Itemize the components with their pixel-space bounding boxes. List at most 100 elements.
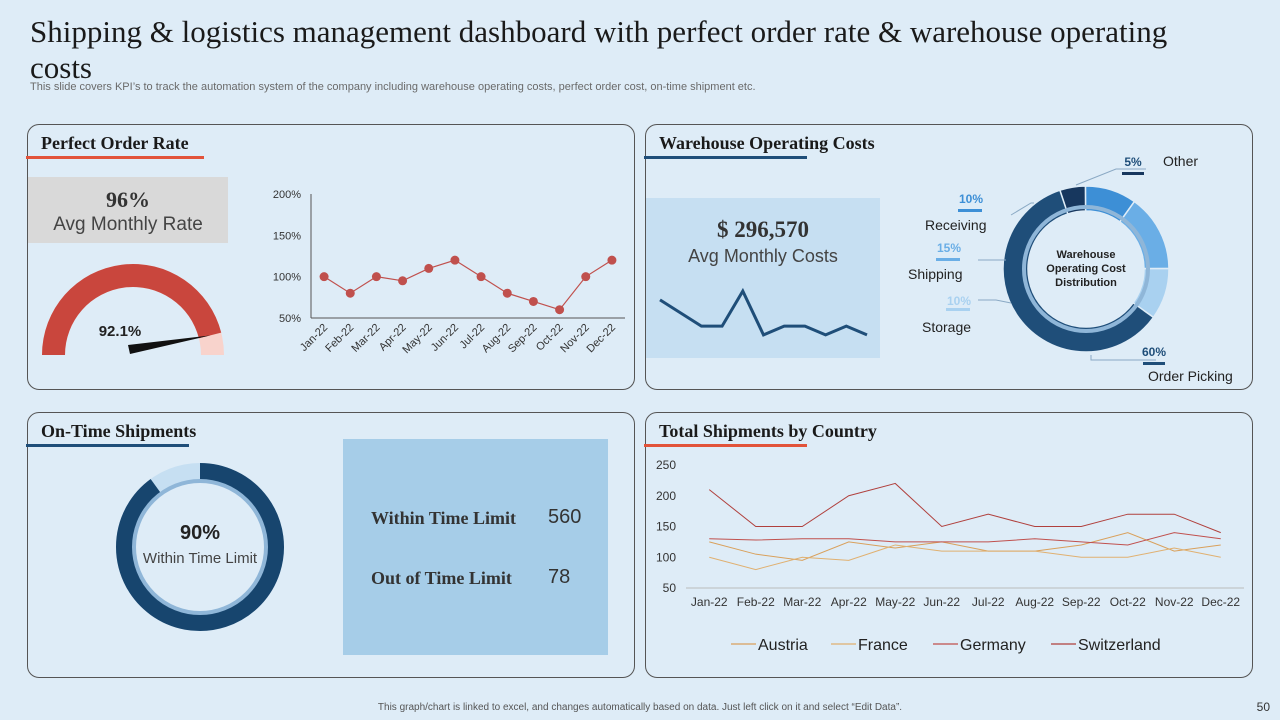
country-title: Total Shipments by Country xyxy=(659,421,877,441)
avg-rate-value: 96% xyxy=(106,187,150,212)
gauge-value: 92.1% xyxy=(99,323,142,340)
x-tick-label: Nov-22 xyxy=(1155,595,1194,609)
y-tick-label: 150 xyxy=(656,520,676,534)
avg-rate-box: 96% Avg Monthly Rate xyxy=(28,177,228,243)
legend-label-germany: Germany xyxy=(960,637,1026,654)
data-point xyxy=(371,272,381,282)
perfect-order-title: Perfect Order Rate xyxy=(41,133,189,153)
donut-slice-shipping xyxy=(1118,200,1170,270)
data-point xyxy=(607,255,617,265)
perfect-order-gauge: 92.1% xyxy=(42,264,224,355)
data-point xyxy=(345,288,355,298)
legend-mark-shipping xyxy=(936,258,960,261)
x-tick-label: Sep-22 xyxy=(1062,595,1101,609)
ontime-inner-ring xyxy=(132,479,268,615)
ontime-stats-box: Within Time Limit 560 Out of Time Limit … xyxy=(343,439,608,655)
title-underline xyxy=(644,156,807,159)
out-of-limit-label: Out of Time Limit xyxy=(371,568,512,588)
legend-label-austria: Austria xyxy=(758,637,808,654)
warehouse-donut-chart: Warehouse Operating Cost Distribution 5%… xyxy=(908,153,1233,384)
data-point xyxy=(502,288,512,298)
data-point xyxy=(450,255,460,265)
picking-label: Order Picking xyxy=(1148,368,1233,384)
avg-costs-label: Avg Monthly Costs xyxy=(688,246,838,266)
x-tick-label: Sep-22 xyxy=(506,322,540,356)
y-tick-label: 200 xyxy=(656,489,676,503)
y-tick-label: 150% xyxy=(273,230,301,242)
data-point xyxy=(528,296,538,306)
ontime-kpi-label: Within Time Limit xyxy=(143,550,258,567)
y-tick-label: 50 xyxy=(663,581,677,595)
title-underline xyxy=(644,444,807,447)
warehouse-panel: Warehouse Operating Costs $ 296,570 Avg … xyxy=(644,124,1253,390)
shipping-label: Shipping xyxy=(908,266,963,282)
data-point xyxy=(476,272,486,282)
warehouse-title: Warehouse Operating Costs xyxy=(659,133,875,153)
legend-mark-other xyxy=(1122,172,1144,175)
series-line-germany xyxy=(709,532,1221,546)
country-panel: Total Shipments by Country 50 100 150 200 25… xyxy=(644,412,1253,678)
x-tick-label: Dec-22 xyxy=(584,322,618,356)
storage-pct: 10% xyxy=(947,294,971,308)
data-point xyxy=(424,263,434,273)
other-pct: 5% xyxy=(1124,155,1142,169)
leader-other xyxy=(1075,168,1146,186)
x-tick-label: Dec-22 xyxy=(1201,595,1240,609)
out-of-limit-value: 78 xyxy=(548,566,571,588)
avg-costs-sparkline xyxy=(659,287,868,337)
x-tick-label: Jan-22 xyxy=(691,595,728,609)
series-line-austria xyxy=(709,532,1221,561)
x-tick-label: Mar-22 xyxy=(349,322,382,355)
legend-label-france: France xyxy=(858,637,908,654)
receiving-pct: 10% xyxy=(959,192,983,206)
legend-mark-storage xyxy=(946,308,970,311)
x-tick-label: Apr-22 xyxy=(831,595,867,609)
perfect-order-line-chart: 50%100%150%200%Jan-22Feb-22Mar-22Apr-22M… xyxy=(273,189,625,356)
y-tick-label: 200% xyxy=(273,189,301,201)
avg-costs-box: $ 296,570 Avg Monthly Costs xyxy=(646,198,880,358)
x-tick-label: Jun-22 xyxy=(923,595,960,609)
donut-center-line-2: Operating Cost xyxy=(1046,263,1126,275)
country-line-chart: 50 100 150 200 250 Jan-22 Feb-22 Mar-22 Apr-22 Ma… xyxy=(656,458,1244,654)
y-tick-label: 100% xyxy=(273,272,301,284)
x-tick-label: Feb-22 xyxy=(737,595,775,609)
data-point xyxy=(398,276,408,286)
data-point xyxy=(555,305,565,315)
within-limit-value: 560 xyxy=(548,506,582,528)
x-tick-label: Aug-22 xyxy=(1015,595,1054,609)
x-tick-label: May-22 xyxy=(875,595,915,609)
leader-receiving xyxy=(1010,202,1034,216)
series-line-switzerland xyxy=(708,482,1221,534)
legend-label-switzerland: Switzerland xyxy=(1078,637,1161,654)
leader-picking xyxy=(1090,355,1156,361)
data-point xyxy=(319,272,329,282)
ontime-title: On-Time Shipments xyxy=(41,421,197,441)
gauge-fill xyxy=(42,264,222,355)
x-tick-label: Oct-22 xyxy=(1110,595,1146,609)
legend-mark-receiving xyxy=(958,209,982,212)
storage-label: Storage xyxy=(922,319,971,335)
donut-inner-ring xyxy=(1022,205,1150,333)
ontime-kpi-value: 90% xyxy=(180,522,220,544)
x-tick-label: Feb-22 xyxy=(323,322,356,355)
within-limit-label: Within Time Limit xyxy=(371,508,517,528)
series-line xyxy=(323,259,613,311)
donut-center-line-3: Distribution xyxy=(1055,277,1117,289)
ontime-donut-chart: 90% Within Time Limit xyxy=(116,463,284,631)
other-label: Other xyxy=(1163,153,1198,169)
avg-costs-value: $ 296,570 xyxy=(717,217,809,242)
donut-center-line-1: Warehouse xyxy=(1057,249,1116,261)
x-tick-label: Jul-22 xyxy=(972,595,1005,609)
leader-storage xyxy=(978,299,1012,304)
y-tick-label: 100 xyxy=(656,550,676,564)
data-point xyxy=(581,272,591,282)
page-number: 50 xyxy=(1256,700,1270,714)
gauge-needle xyxy=(128,335,211,354)
series-line-france xyxy=(709,544,1221,571)
x-tick-label: Jun-22 xyxy=(429,322,461,354)
shipping-pct: 15% xyxy=(937,241,961,255)
title-underline xyxy=(26,156,204,159)
y-tick-label: 250 xyxy=(656,458,676,472)
title-underline xyxy=(26,444,189,447)
picking-pct: 60% xyxy=(1142,345,1166,359)
